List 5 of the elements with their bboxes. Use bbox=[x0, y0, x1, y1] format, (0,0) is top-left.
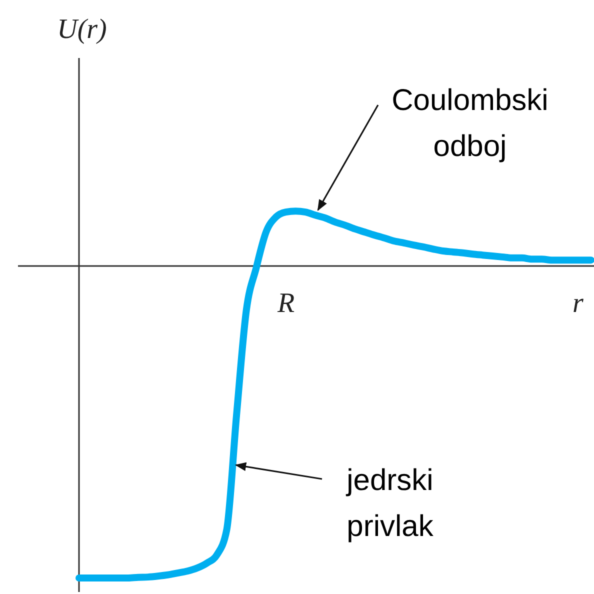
x-axis-title: r bbox=[572, 288, 584, 319]
text: Coulombski odboj bbox=[392, 84, 548, 163]
annotation: jedrski privlak bbox=[346, 464, 434, 543]
annotation: R bbox=[276, 288, 295, 319]
text: U(r) bbox=[57, 14, 107, 45]
